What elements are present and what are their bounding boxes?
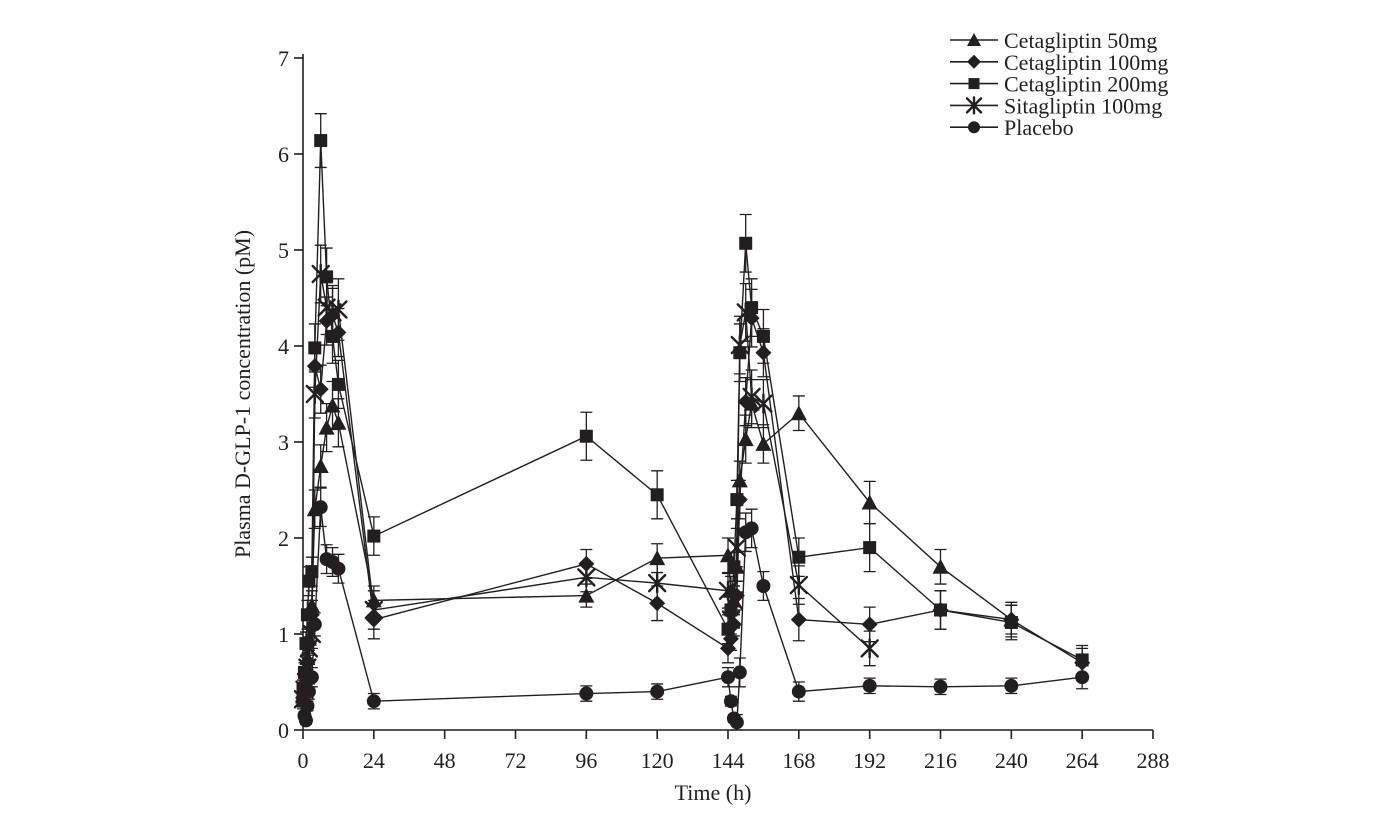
legend-item-cetagliptin-200mg: Cetagliptin 200mg: [950, 72, 1168, 97]
legend-label: Sitagliptin 100mg: [1004, 93, 1162, 118]
y-axis-title: Plasma D-GLP-1 concentration (pM): [230, 230, 255, 558]
y-tick-label: 2: [278, 526, 289, 551]
y-tick-label: 3: [278, 430, 289, 455]
legend-item-sitagliptin-100mg: Sitagliptin 100mg: [950, 93, 1162, 118]
axes: 0 1 2 3 4 5 6 7 0 24 48 72 96 120 144 168 192 216 240 264 28…: [278, 46, 1170, 773]
series-cetagliptin-50mg: [295, 378, 1020, 707]
legend-item-cetagliptin-100mg: Cetagliptin 100mg: [950, 50, 1168, 75]
x-tick-label: 288: [1137, 748, 1170, 773]
series-cetagliptin-200mg: [296, 113, 1089, 700]
series-sitagliptin-100mg: [293, 244, 879, 710]
y-tick-label: 1: [278, 622, 289, 647]
triangle-marker-icon: [967, 33, 981, 46]
x-tick-label: 168: [782, 748, 815, 773]
diamond-marker-icon: [967, 54, 981, 69]
legend-label: Cetagliptin 200mg: [1004, 72, 1168, 97]
x-tick-label: 144: [712, 748, 745, 773]
x-tick-label: 48: [434, 748, 456, 773]
y-tick-label: 7: [278, 46, 289, 71]
y-tick-label: 0: [278, 718, 289, 743]
x-tick-label: 192: [853, 748, 886, 773]
x-tick-label: 264: [1066, 748, 1099, 773]
series-placebo: [296, 487, 1090, 731]
y-tick-label: 4: [278, 334, 289, 359]
legend-label: Cetagliptin 50mg: [1004, 28, 1157, 53]
square-marker-icon: [968, 78, 980, 90]
x-tick-label: 96: [575, 748, 597, 773]
y-tick-label: 6: [278, 142, 289, 167]
x-axis-title: Time (h): [675, 780, 752, 805]
series-line: [302, 314, 1083, 702]
y-tick-label: 5: [278, 238, 289, 263]
legend-item-placebo: Placebo: [950, 115, 1074, 140]
series-line: [302, 273, 871, 700]
x-tick-label: 120: [641, 748, 674, 773]
x-tick-label: 24: [363, 748, 385, 773]
x-tick-label: 0: [298, 748, 309, 773]
x-tick-label: 240: [995, 748, 1028, 773]
circle-marker-icon: [968, 121, 980, 134]
star-marker-icon: [965, 96, 983, 115]
legend-item-cetagliptin-50mg: Cetagliptin 50mg: [950, 28, 1157, 53]
data-series: [293, 113, 1091, 731]
x-tick-label: 72: [505, 748, 527, 773]
legend-label: Cetagliptin 100mg: [1004, 50, 1168, 75]
series-cetagliptin-100mg: [295, 287, 1091, 710]
legend-label: Placebo: [1004, 115, 1074, 140]
x-tick-label: 216: [924, 748, 957, 773]
